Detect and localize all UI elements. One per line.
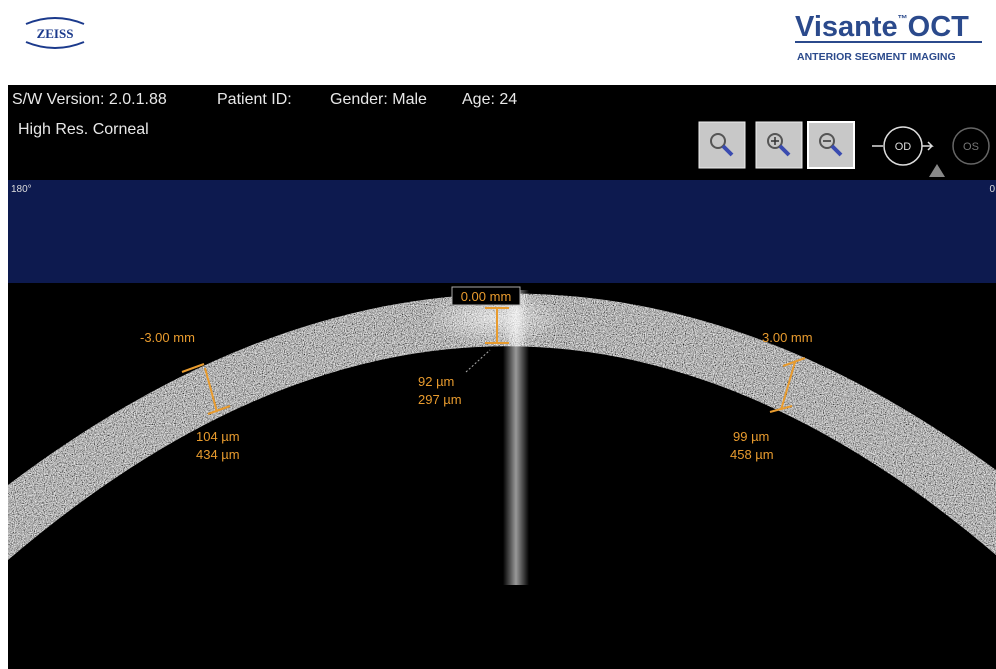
patient-id: Patient ID: <box>217 91 292 108</box>
visante-text: Visante™OCT <box>795 11 969 43</box>
scan-mode: High Res. Corneal <box>18 121 149 138</box>
viewer <box>8 85 996 669</box>
gender: Gender: Male <box>330 91 427 108</box>
thickness-label: 92 µm <box>418 374 454 389</box>
zoom-in-button[interactable] <box>755 121 803 169</box>
right-angle: 0 <box>989 184 995 195</box>
od-button[interactable]: OD <box>883 126 923 166</box>
oct-image <box>8 290 996 585</box>
os-label: OS <box>963 141 979 153</box>
depth-label: 434 µm <box>196 447 240 462</box>
depth-label: 458 µm <box>730 447 774 462</box>
tm: ™ <box>898 14 908 25</box>
zeiss-logo: ZEISS <box>25 17 85 49</box>
age: Age: 24 <box>462 91 517 108</box>
calipers <box>181 307 806 415</box>
product: OCT <box>908 11 970 43</box>
zoom-button[interactable] <box>698 121 746 169</box>
visante-logo: Visante™OCT ANTERIOR SEGMENT IMAGING <box>795 11 982 63</box>
scan-band <box>8 180 996 283</box>
brand: Visante <box>795 11 898 43</box>
zoom-out-button[interactable] <box>807 121 855 169</box>
os-button[interactable]: OS <box>952 127 990 165</box>
position-label: 0.00 mm <box>461 289 512 304</box>
thickness-label: 99 µm <box>733 429 769 444</box>
position-label: 3.00 mm <box>762 330 813 345</box>
od-label: OD <box>895 141 912 153</box>
position-label: -3.00 mm <box>140 330 195 345</box>
thickness-label: 104 µm <box>196 429 240 444</box>
subtitle: ANTERIOR SEGMENT IMAGING <box>797 51 956 63</box>
zeiss-text: ZEISS <box>37 26 74 41</box>
left-angle: 180° <box>11 184 32 195</box>
center-label-box <box>451 286 521 306</box>
version: S/W Version: 2.0.1.88 <box>12 91 167 108</box>
depth-label: 297 µm <box>418 392 462 407</box>
